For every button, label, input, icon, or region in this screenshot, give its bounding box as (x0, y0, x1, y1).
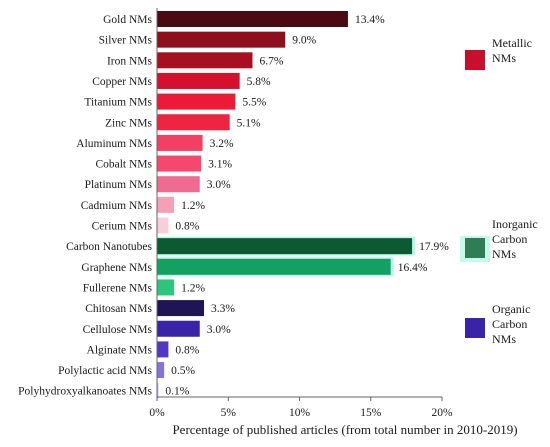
value-label: 0.5% (171, 365, 195, 377)
bar (157, 155, 202, 172)
x-tick-label: 20% (431, 407, 453, 419)
legend-label: Carbon (492, 317, 527, 331)
x-axis: 0% 5% 10% 15% 20% (149, 8, 453, 419)
category-label: Cobalt NMs (95, 159, 152, 171)
value-label: 3.2% (210, 138, 234, 150)
category-label: Iron NMs (107, 55, 153, 67)
x-tick-label: 15% (360, 407, 382, 419)
category-label: Graphene NMs (81, 262, 152, 274)
bar (157, 72, 240, 89)
value-label: 5.5% (242, 97, 266, 109)
value-label: 3.3% (211, 303, 235, 315)
legend-label: NMs (492, 247, 516, 261)
value-label: 17.9% (419, 241, 449, 253)
bar-group (157, 11, 416, 399)
value-label: 6.7% (259, 55, 283, 67)
x-axis-title: Percentage of published articles (from t… (172, 422, 517, 437)
value-label: 3.0% (207, 179, 231, 191)
value-label: 1.2% (181, 282, 205, 294)
bar (157, 362, 165, 379)
bar (157, 176, 200, 193)
category-label: Aluminum NMs (76, 138, 152, 150)
legend-label: Organic (492, 302, 530, 316)
value-label: 0.8% (175, 344, 199, 356)
x-tick-label: 10% (289, 407, 311, 419)
legend-swatch (465, 318, 485, 338)
category-label: Gold NMs (103, 14, 152, 26)
value-label: 0.1% (165, 386, 189, 398)
bar (157, 300, 205, 317)
value-labels: 13.4%9.0%6.7%5.8%5.5%5.1%3.2%3.1%3.0%1.2… (165, 14, 449, 398)
bar (157, 217, 169, 234)
category-label: Cerium NMs (92, 221, 153, 233)
category-label: Chitosan NMs (85, 303, 152, 315)
category-labels: Gold NMs Silver NMs Iron NMs Copper NMs Tita… (18, 14, 152, 398)
category-label: Titanium NMs (84, 97, 152, 109)
category-label: Zinc NMs (105, 117, 152, 129)
x-tick-label: 0% (149, 407, 165, 419)
value-label: 1.2% (181, 200, 205, 212)
bar (157, 52, 253, 69)
value-label: 16.4% (398, 262, 428, 274)
category-label: Polylactic acid NMs (58, 365, 152, 377)
legend-label: NMs (492, 332, 516, 346)
value-label: 13.4% (355, 14, 385, 26)
category-label: Cellulose NMs (83, 324, 153, 336)
category-label: Silver NMs (99, 35, 153, 47)
bar (157, 196, 175, 213)
legend-label: Metallic (492, 36, 532, 50)
bar (157, 320, 200, 337)
bar (157, 238, 413, 255)
value-label: 3.0% (207, 324, 231, 336)
category-label: Alginate NMs (87, 344, 153, 356)
legend-label: NMs (492, 51, 516, 65)
legend-swatch (465, 50, 485, 70)
value-label: 0.8% (175, 221, 199, 233)
legend-swatch (465, 238, 485, 258)
bar (157, 382, 159, 399)
bar (157, 114, 230, 131)
category-label: Copper NMs (92, 76, 152, 88)
bar (157, 11, 348, 27)
value-label: 5.1% (237, 117, 261, 129)
x-tick-label: 5% (221, 407, 237, 419)
category-label: Cadmium NMs (81, 200, 153, 212)
bar (157, 279, 175, 296)
category-label: Polyhydroxyalkanoates NMs (18, 386, 152, 398)
value-label: 9.0% (292, 35, 316, 47)
category-label: Carbon Nanotubes (66, 241, 152, 253)
legend-label: Carbon (492, 232, 527, 246)
bar (157, 341, 169, 358)
bar (157, 31, 286, 48)
bar (157, 93, 236, 110)
legend-label: Inorganic (492, 217, 538, 231)
legend: MetallicNMsInorganicCarbonNMsOrganicCarb… (460, 36, 538, 346)
bar (157, 134, 203, 151)
value-label: 5.8% (247, 76, 271, 88)
category-label: Fullerene NMs (83, 282, 153, 294)
category-label: Platinum NMs (85, 179, 153, 191)
value-label: 3.1% (208, 159, 232, 171)
bar (157, 258, 391, 275)
